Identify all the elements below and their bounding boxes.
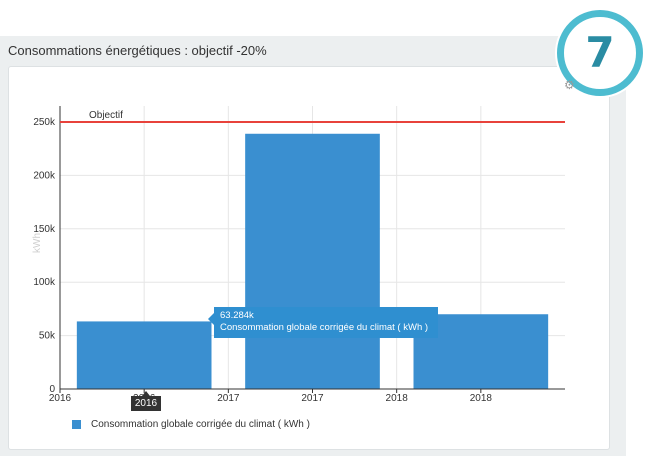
tooltip-arrow	[208, 313, 214, 325]
y-tick-label: 50k	[39, 331, 56, 342]
settings-icon[interactable]: ⚙	[564, 78, 575, 92]
y-tick-label: 150k	[33, 224, 56, 235]
x-tick-label: 2017	[217, 393, 240, 404]
x-tick-label: 2018	[470, 393, 493, 404]
x-tick-label: 2017	[301, 393, 324, 404]
bar[interactable]	[245, 133, 380, 389]
y-tick-label: 250k	[33, 117, 56, 128]
objective-label: Objectif	[89, 110, 123, 121]
bar-tooltip: 63.284k Consommation globale corrigée du…	[208, 307, 438, 338]
y-axis-label: kWh	[32, 233, 43, 253]
tooltip-value: 63.284k	[220, 310, 254, 321]
legend-swatch	[72, 420, 81, 429]
legend-label: Consommation globale corrigée du climat …	[91, 419, 310, 430]
x-axis-tooltip: 2016	[131, 391, 161, 411]
y-tick-label: 0	[49, 384, 55, 395]
panel-title: Consommations énergétiques : objectif -2…	[8, 43, 267, 58]
x-tick-label: 2016	[49, 393, 72, 404]
step-number: 7	[585, 28, 615, 77]
y-tick-label: 100k	[33, 277, 56, 288]
x-axis-tooltip-arrow	[142, 391, 150, 396]
step-badge: 7	[557, 10, 643, 96]
x-axis-tooltip-label: 2016	[134, 398, 158, 409]
objective-line: Objectif	[60, 110, 565, 124]
bars	[76, 133, 549, 389]
bar[interactable]	[76, 321, 212, 389]
tooltip-series: Consommation globale corrigée du climat …	[220, 322, 429, 333]
x-tick-label: 2018	[386, 393, 409, 404]
legend[interactable]: Consommation globale corrigée du climat …	[72, 419, 310, 430]
y-tick-label: 200k	[33, 170, 56, 181]
